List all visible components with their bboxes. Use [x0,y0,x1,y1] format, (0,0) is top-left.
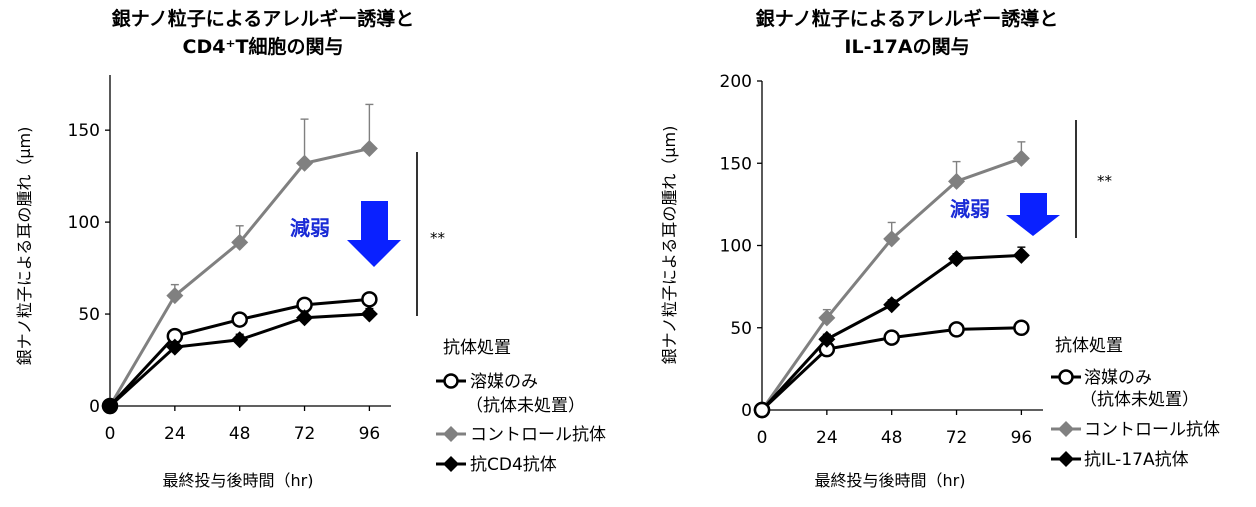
x-tick-label: 48 [229,424,251,444]
legend: 抗体処置 溶媒のみ （抗体未処置） コントロール抗体 抗IL-17A抗体 [1051,336,1220,470]
x-tick-label: 72 [946,428,968,448]
legend-marker-diamond [1058,421,1074,437]
significance-label: ** [1097,172,1113,190]
attenuation-label: 減弱 [950,197,990,221]
legend-marker-circle [1058,369,1074,385]
x-axis-label: 最終投与後時間（hr) [815,471,966,490]
y-tick-label: 100 [68,213,100,233]
legend-title: 抗体処置 [1055,336,1123,356]
data-point [1012,149,1030,167]
y-tick-label: 150 [720,154,752,174]
x-tick-label: 72 [294,424,316,444]
data-point [231,233,249,251]
data-point [883,329,900,346]
x-tick-label: 96 [1011,428,1033,448]
data-point [231,311,248,328]
x-tick-label: 24 [816,428,838,448]
significance-label: ** [430,229,446,247]
data-point [296,309,314,327]
legend-entry: 溶媒のみ [1084,368,1152,388]
data-point [1012,246,1030,264]
chart-title-line-2: IL-17Aの関与 [844,36,969,58]
y-tick-label: 100 [720,237,752,257]
y-axis-label: 銀ナノ粒子による耳の腫れ（μm) [15,127,34,366]
down-arrow-icon [347,201,401,267]
data-point [948,172,966,190]
legend-entry: （抗体未処置） [466,396,585,416]
legend-entry: 抗CD4抗体 [470,455,557,475]
legend-title: 抗体処置 [443,338,511,358]
y-tick-label: 0 [741,401,752,421]
chart-il17a: 銀ナノ粒子によるアレルギー誘導と IL-17Aの関与 0501001502000… [660,7,1220,490]
y-tick-label: 0 [89,397,100,417]
x-tick-label: 96 [359,424,381,444]
y-tick-label: 150 [68,121,100,141]
plot-area: 0 50 100 150 200 0 24 48 72 96 [720,72,1043,448]
legend-marker-diamond [443,456,459,472]
legend-marker-diamond [1058,451,1074,467]
data-point [231,331,249,349]
data-point [166,287,184,305]
chart-title-line-2: CD4⁺T細胞の関与 [183,35,344,58]
legend-entry: 溶媒のみ [470,372,538,392]
data-point [166,338,184,356]
x-axis-label: 最終投与後時間（hr) [163,471,314,490]
x-tick-label: 0 [105,424,116,444]
y-tick-label: 50 [78,305,100,325]
attenuation-label: 減弱 [290,216,330,240]
plot-area: 0 50 100 150 0 24 48 72 96 [68,75,391,444]
data-point [296,154,314,172]
legend-entry: 抗IL-17A抗体 [1084,450,1189,470]
series-line [108,147,370,407]
data-point [818,309,836,327]
data-point [818,330,836,348]
chart-title-line-1: 銀ナノ粒子によるアレルギー誘導と [112,7,414,30]
data-point [360,305,378,323]
y-tick-label: 50 [730,319,752,339]
y-axis-label: 銀ナノ粒子による耳の腫れ（μm) [660,126,679,365]
legend-marker-diamond [443,426,459,442]
x-tick-label: 48 [881,428,903,448]
data-point [883,230,901,248]
legend: 抗体処置 溶媒のみ （抗体未処置） コントロール抗体 抗CD4抗体 [436,338,606,475]
data-point [883,296,901,314]
chart-title-line-1: 銀ナノ粒子によるアレルギー誘導と [756,7,1058,30]
legend-marker-circle [443,373,459,389]
legend-entry: コントロール抗体 [470,425,606,445]
data-point [360,140,378,158]
data-point [102,398,118,414]
legend-entry: （抗体未処置） [1080,390,1199,410]
x-tick-label: 0 [757,428,768,448]
legend-entry: コントロール抗体 [1084,420,1220,440]
data-point [948,321,965,338]
series-line [108,312,370,408]
data-point [361,291,378,308]
data-point [1013,319,1030,336]
data-point [948,250,966,268]
data-point [753,401,771,419]
down-arrow-icon [1006,193,1060,236]
chart-cd4: 銀ナノ粒子によるアレルギー誘導と CD4⁺T細胞の関与 0 50 100 150 0 24… [15,7,606,490]
x-tick-label: 24 [164,424,186,444]
y-tick-label: 200 [720,72,752,92]
